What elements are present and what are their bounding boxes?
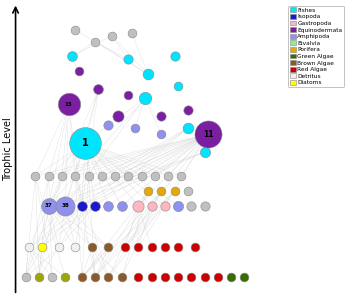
Point [175,245,181,250]
Point [126,173,131,178]
Point [106,123,111,128]
Point [149,245,154,250]
Point [189,275,194,280]
Point [149,275,154,280]
Point [132,126,138,131]
Point [145,72,151,77]
Point [202,150,208,154]
Point [79,275,85,280]
Point [135,245,141,250]
Point [92,39,98,44]
Point [116,114,121,119]
Point [89,245,95,250]
Point [126,93,131,98]
Point [162,275,168,280]
Point [46,173,51,178]
Point [69,54,75,59]
Point [76,69,81,74]
Point [39,245,45,250]
Point [96,87,101,92]
Point [99,173,105,178]
Point [49,275,55,280]
Point [66,102,71,107]
Point [112,173,118,178]
Point [135,203,141,208]
Point [142,96,148,101]
Point [159,114,164,119]
Point [175,84,181,89]
Point [106,203,111,208]
Text: 38: 38 [62,203,69,208]
Point [189,203,194,208]
Point [159,132,164,136]
Point [72,27,78,32]
Point [72,173,78,178]
Point [119,203,125,208]
Legend: Fishes, Isopoda, Gastropoda, Equinodermata, Amphipoda, Bivalvia, Porifera, Green: Fishes, Isopoda, Gastropoda, Equinoderma… [288,6,344,87]
Point [92,203,98,208]
Point [82,141,88,145]
Point [185,126,191,131]
Point [175,203,181,208]
Point [162,245,168,250]
Point [79,203,85,208]
Text: 13: 13 [65,102,72,107]
Point [106,275,111,280]
Point [46,203,51,208]
Point [228,275,234,280]
Point [26,245,32,250]
Point [202,203,208,208]
Point [59,173,65,178]
Text: 11: 11 [203,130,213,139]
Point [135,275,141,280]
Point [72,245,78,250]
Point [185,108,191,113]
Point [241,275,247,280]
Y-axis label: Trophic Level: Trophic Level [3,117,13,181]
Text: 1: 1 [82,138,89,148]
Point [192,245,197,250]
Point [205,132,211,136]
Point [139,173,145,178]
Point [109,33,114,38]
Point [119,275,125,280]
Point [63,275,68,280]
Point [122,245,128,250]
Point [152,173,158,178]
Point [56,245,62,250]
Point [126,57,131,62]
Point [86,173,91,178]
Point [33,173,38,178]
Point [185,188,191,193]
Point [145,188,151,193]
Point [215,275,220,280]
Point [162,203,168,208]
Text: 37: 37 [45,203,52,208]
Point [36,275,42,280]
Point [129,30,134,35]
Point [63,203,68,208]
Point [172,54,177,59]
Point [175,275,181,280]
Point [178,173,184,178]
Point [165,173,171,178]
Point [106,245,111,250]
Point [172,188,177,193]
Point [159,188,164,193]
Point [149,203,154,208]
Point [23,275,28,280]
Point [202,275,208,280]
Point [92,275,98,280]
